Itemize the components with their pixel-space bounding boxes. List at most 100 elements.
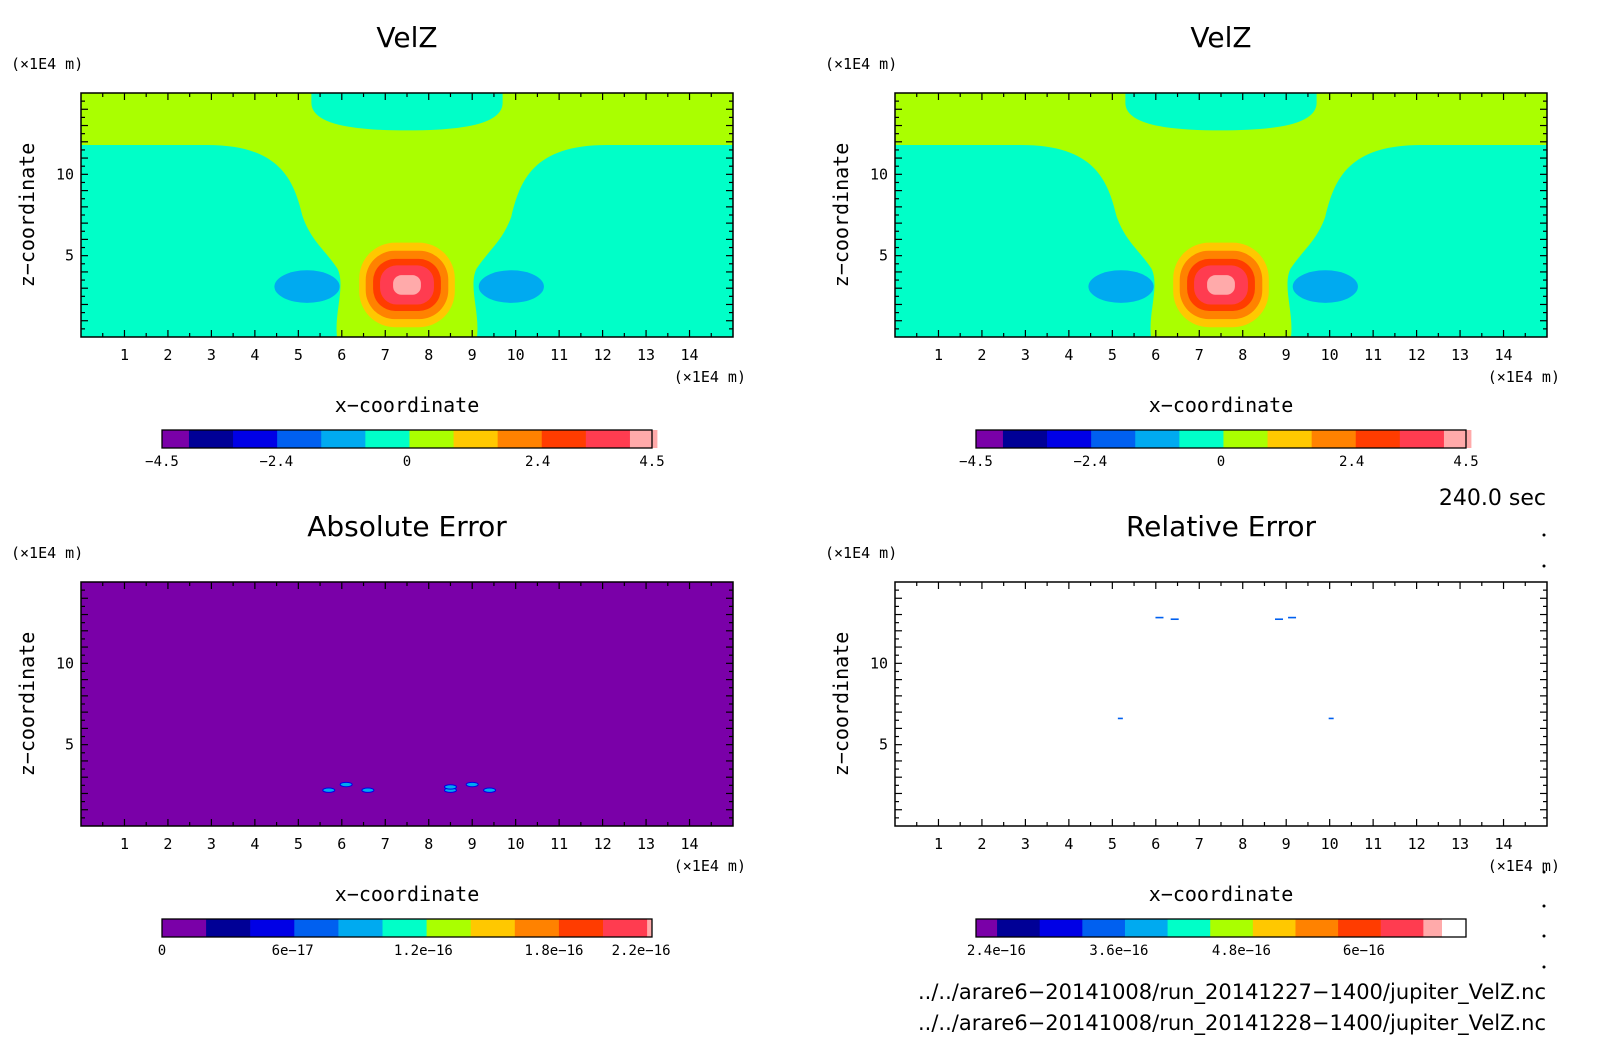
error-mark-2: [1170, 618, 1179, 621]
colorbar-swatch-3: [250, 919, 295, 937]
x-unit-label: (×1E4 m): [674, 368, 746, 386]
colorbar-swatch-1: [162, 430, 190, 448]
colorbar-tick-label: 6e−16: [1343, 943, 1385, 959]
x-tick-label: 9: [1282, 346, 1291, 364]
region-top-bump: [311, 93, 503, 131]
edge-dots: [1542, 533, 1546, 969]
y-unit-label: (×1E4 m): [825, 55, 897, 73]
colorbar-frame: [161, 429, 653, 449]
colorbar-tick-label: 2.4: [1339, 454, 1364, 470]
x-tick-label: 6: [337, 835, 346, 853]
colorbar-swatch-7: [1210, 919, 1254, 937]
x-tick-label: 1: [934, 835, 943, 853]
colorbar: 2.4e−16 3.6e−16 4.8e−16 6e−16: [967, 918, 1467, 959]
x-axis-label: x−coordinate: [335, 882, 480, 906]
colorbar-tick-label: −2.4: [259, 454, 293, 470]
positive-core-level-5: [1207, 275, 1235, 295]
colorbar-swatch-10: [1338, 919, 1382, 937]
x-axis-label: x−coordinate: [1149, 393, 1294, 417]
colorbar-swatch-9: [1295, 919, 1339, 937]
region-zero-background: [81, 582, 733, 826]
colorbar-swatch-10: [541, 430, 587, 448]
x-tick-label: 1: [120, 835, 129, 853]
y-tick-label: 10: [56, 654, 74, 672]
x-tick-label: 4: [250, 346, 259, 364]
error-spot-5: [443, 784, 457, 790]
x-tick-label: 3: [207, 835, 216, 853]
x-tick-label: 12: [594, 346, 612, 364]
y-unit-label: (×1E4 m): [825, 544, 897, 562]
colorbar-swatch-3: [1039, 919, 1083, 937]
y-axis-label: z−coordinate: [15, 632, 39, 777]
x-tick-label: 11: [1364, 346, 1382, 364]
tick-marks: [895, 582, 1547, 826]
x-tick-label: 12: [594, 835, 612, 853]
colorbar-swatch-6: [365, 430, 410, 448]
colorbar-frame: [975, 429, 1467, 449]
x-tick-label: 9: [1282, 835, 1291, 853]
negative-cell-1: [274, 270, 340, 303]
colorbar-tick-label: 4.5: [1453, 454, 1478, 470]
error-mark-5: [1117, 717, 1123, 720]
colorbar-frame: [161, 918, 653, 938]
x-tick-label: 3: [1021, 835, 1030, 853]
file-path-1: ../../arare6−20141008/run_20141227−1400/…: [918, 980, 1546, 1005]
x-tick-label: 4: [250, 835, 259, 853]
colorbar-swatch-8: [453, 430, 499, 448]
x-tick-label: 7: [381, 346, 390, 364]
colorbar-tick-label: 4.5: [639, 454, 664, 470]
field-velz_a: [81, 93, 733, 337]
x-tick-label: 12: [1408, 346, 1426, 364]
colorbar-swatch-4: [294, 919, 339, 937]
x-tick-label: 1: [934, 346, 943, 364]
x-tick-label: 3: [1021, 346, 1030, 364]
colorbar-tick-label: −2.4: [1073, 454, 1107, 470]
x-tick-label: 7: [381, 835, 390, 853]
region-blank-background: [895, 582, 1547, 826]
x-tick-label: 7: [1195, 346, 1204, 364]
x-tick-label: 11: [550, 835, 568, 853]
panel-velz_a: VelZ(×1E4 m)(×1E4 m)1 2 3 4 5 6 7 8 9 10 11 12 13 145…: [11, 21, 746, 470]
file-path-2: ../../arare6−20141008/run_20141228−1400/…: [918, 1011, 1546, 1036]
colorbar-swatch-7: [409, 430, 455, 448]
x-unit-label: (×1E4 m): [674, 857, 746, 875]
x-axis-label: x−coordinate: [335, 393, 480, 417]
x-unit-label: (×1E4 m): [1488, 368, 1560, 386]
colorbar-swatch-2: [997, 919, 1041, 937]
x-tick-label: 3: [207, 346, 216, 364]
region-top-bump: [1125, 93, 1317, 131]
colorbar-tick-label: −4.5: [145, 454, 179, 470]
colorbar-swatch-1: [976, 430, 1004, 448]
colorbar-swatch-4: [1082, 919, 1126, 937]
colorbar-swatch-10: [1355, 430, 1401, 448]
colorbar-swatch-6: [1179, 430, 1224, 448]
x-tick-label: 8: [424, 835, 433, 853]
x-unit-label: (×1E4 m): [1488, 857, 1560, 875]
colorbar-swatch-7: [426, 919, 472, 937]
x-tick-label: 8: [1238, 346, 1247, 364]
chart-title: VelZ: [1190, 21, 1251, 54]
x-tick-label: 11: [1364, 835, 1382, 853]
x-tick-label: 11: [550, 346, 568, 364]
x-tick-label: 2: [163, 835, 172, 853]
x-tick-label: 5: [1108, 835, 1117, 853]
colorbar-swatch-8: [1267, 430, 1313, 448]
y-tick-label: 10: [870, 165, 888, 183]
x-tick-label: 14: [1495, 835, 1513, 853]
colorbar-tick-label: 0: [158, 943, 166, 959]
colorbar-swatch-9: [1311, 430, 1357, 448]
positive-core-level-5: [393, 275, 421, 295]
x-tick-label: 14: [1495, 346, 1513, 364]
y-tick-label: 5: [879, 247, 888, 265]
error-mark-4: [1288, 616, 1297, 619]
panel-velz_b: VelZ(×1E4 m)(×1E4 m)1 2 3 4 5 6 7 8 9 10 11 12 13 145…: [825, 21, 1560, 470]
colorbar-swatch-5: [1135, 430, 1180, 448]
y-tick-label: 10: [56, 165, 74, 183]
colorbar-tick-label: 0: [1217, 454, 1225, 470]
negative-cell-2: [1292, 270, 1358, 303]
colorbar-swatch-12: [1423, 919, 1442, 937]
x-tick-label: 6: [1151, 346, 1160, 364]
x-tick-label: 6: [337, 346, 346, 364]
x-tick-label: 10: [1321, 835, 1339, 853]
